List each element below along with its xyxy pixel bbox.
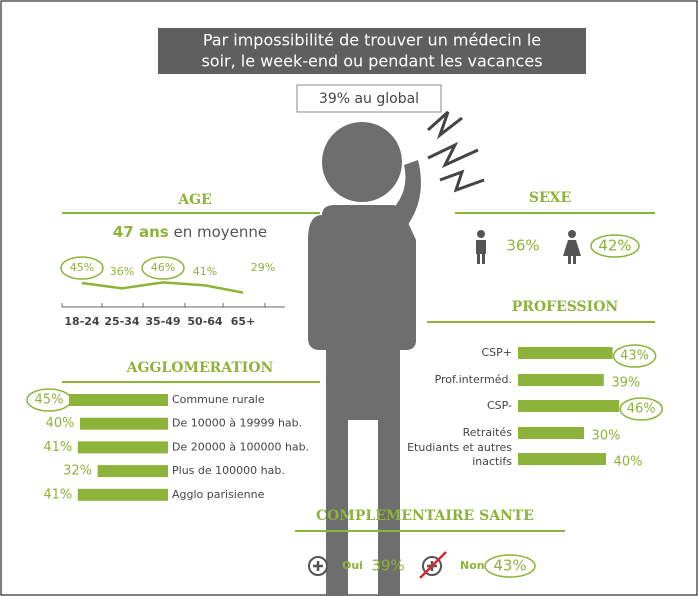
agglomeration-value-label: 45% [35,393,64,408]
section-title: AGE [177,192,212,208]
profession-category: inactifs [472,455,512,468]
age-category: 50-64 [187,315,223,328]
bar [518,347,613,359]
profession-value-label: 30% [592,429,621,444]
section-title: SEXE [529,190,571,206]
age-category: 18-24 [64,315,100,328]
bar [78,489,168,501]
complementaire-value-label: 43% [493,557,526,575]
agglomeration-value-label: 40% [46,416,75,431]
bar [98,465,168,477]
complementaire-category: Non [460,559,485,572]
profession-category: Etudiants et autres [407,441,512,454]
agglomeration-category: De 10000 à 19999 hab. [172,417,302,430]
profession-value-label: 43% [620,349,649,364]
profession-category: Retraités [463,426,513,439]
profession-category: Prof.interméd. [435,373,512,386]
agglomeration-category: De 20000 à 100000 hab. [172,440,309,453]
age-category: 25-34 [104,315,140,328]
bar [78,441,168,453]
age-value-label: 29% [251,261,275,274]
title-line: Par impossibilité de trouver un médecin … [203,31,541,50]
complementaire-value-label: 39% [371,557,404,575]
age-category: 65+ [231,315,256,328]
bar [518,400,619,412]
agglomeration-value-label: 32% [63,464,92,479]
title-line: soir, le week-end ou pendant les vacance… [201,52,542,71]
bar [80,418,168,430]
agglomeration-category: Agglo parisienne [172,488,265,501]
agglomeration-category: Plus de 100000 hab. [172,464,285,477]
age-category: 35-49 [145,315,180,328]
bar [518,453,606,465]
agglomeration-category: Commune rurale [172,393,265,406]
bar [518,374,604,386]
agglomeration-value-label: 41% [43,440,72,455]
profession-value-label: 39% [611,376,640,391]
sexe-value-label: 36% [506,237,539,255]
infographic: Par impossibilité de trouver un médecin … [0,0,698,596]
profession-value-label: 46% [627,402,656,417]
age-value-label: 46% [151,261,175,274]
sexe-value-label: 42% [598,237,631,255]
age-value-label: 41% [193,265,217,278]
global-text: 39% au global [319,91,419,107]
bar [518,427,584,439]
agglomeration-value-label: 41% [43,487,72,502]
profession-category: CSP+ [481,346,512,359]
section-title: COMPLEMENTAIRE SANTE [316,508,534,524]
age-average-value: 47 ans [113,223,169,241]
bar [69,394,168,406]
age-average: 47 ans en moyenne [113,223,267,241]
age-average-suffix: en moyenne [173,223,267,241]
age-value-label: 45% [70,261,94,274]
profession-value-label: 40% [614,455,643,470]
section-title: PROFESSION [512,299,619,315]
profession-category: CSP- [487,399,512,412]
complementaire-category: Oui [342,559,363,572]
section-title: AGGLOMERATION [126,360,274,376]
age-value-label: 36% [110,265,134,278]
